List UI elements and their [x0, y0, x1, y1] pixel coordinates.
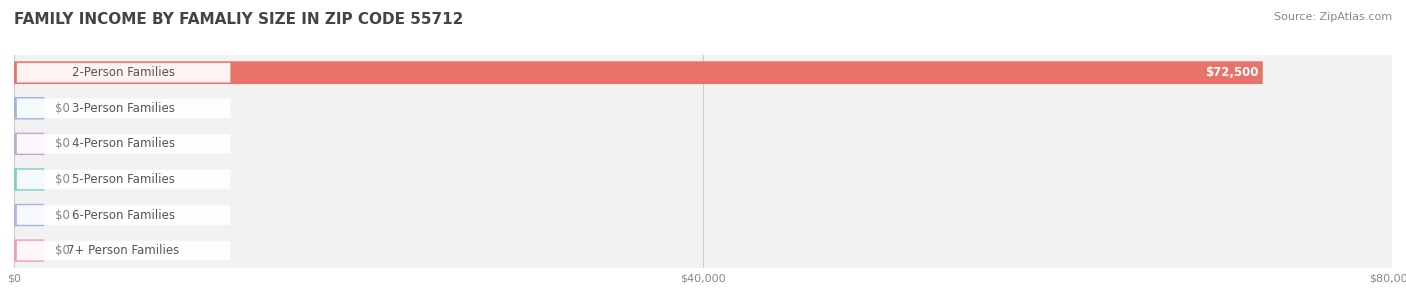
Bar	[14, 233, 1392, 268]
FancyBboxPatch shape	[14, 204, 45, 226]
FancyBboxPatch shape	[17, 63, 231, 82]
FancyBboxPatch shape	[17, 241, 231, 260]
Text: 5-Person Families: 5-Person Families	[72, 173, 174, 186]
Text: 6-Person Families: 6-Person Families	[72, 209, 176, 221]
Text: 4-Person Families: 4-Person Families	[72, 137, 176, 150]
FancyBboxPatch shape	[17, 170, 231, 189]
Bar	[14, 91, 1392, 126]
Text: $0: $0	[55, 102, 70, 115]
Text: FAMILY INCOME BY FAMALIY SIZE IN ZIP CODE 55712: FAMILY INCOME BY FAMALIY SIZE IN ZIP COD…	[14, 12, 464, 27]
FancyBboxPatch shape	[14, 61, 1263, 84]
FancyBboxPatch shape	[14, 239, 45, 262]
FancyBboxPatch shape	[14, 97, 45, 120]
Text: 7+ Person Families: 7+ Person Families	[67, 244, 180, 257]
FancyBboxPatch shape	[14, 168, 45, 191]
FancyBboxPatch shape	[17, 205, 231, 225]
Bar	[14, 162, 1392, 197]
Text: $0: $0	[55, 137, 70, 150]
FancyBboxPatch shape	[17, 99, 231, 118]
FancyBboxPatch shape	[17, 134, 231, 154]
Bar	[14, 55, 1392, 91]
Text: Source: ZipAtlas.com: Source: ZipAtlas.com	[1274, 12, 1392, 22]
Text: $0: $0	[55, 173, 70, 186]
Text: 3-Person Families: 3-Person Families	[72, 102, 174, 115]
Bar	[14, 197, 1392, 233]
Text: 2-Person Families: 2-Person Families	[72, 66, 176, 79]
Text: $0: $0	[55, 244, 70, 257]
Text: $72,500: $72,500	[1205, 66, 1258, 79]
FancyBboxPatch shape	[14, 133, 45, 155]
Bar	[14, 126, 1392, 162]
Text: $0: $0	[55, 209, 70, 221]
